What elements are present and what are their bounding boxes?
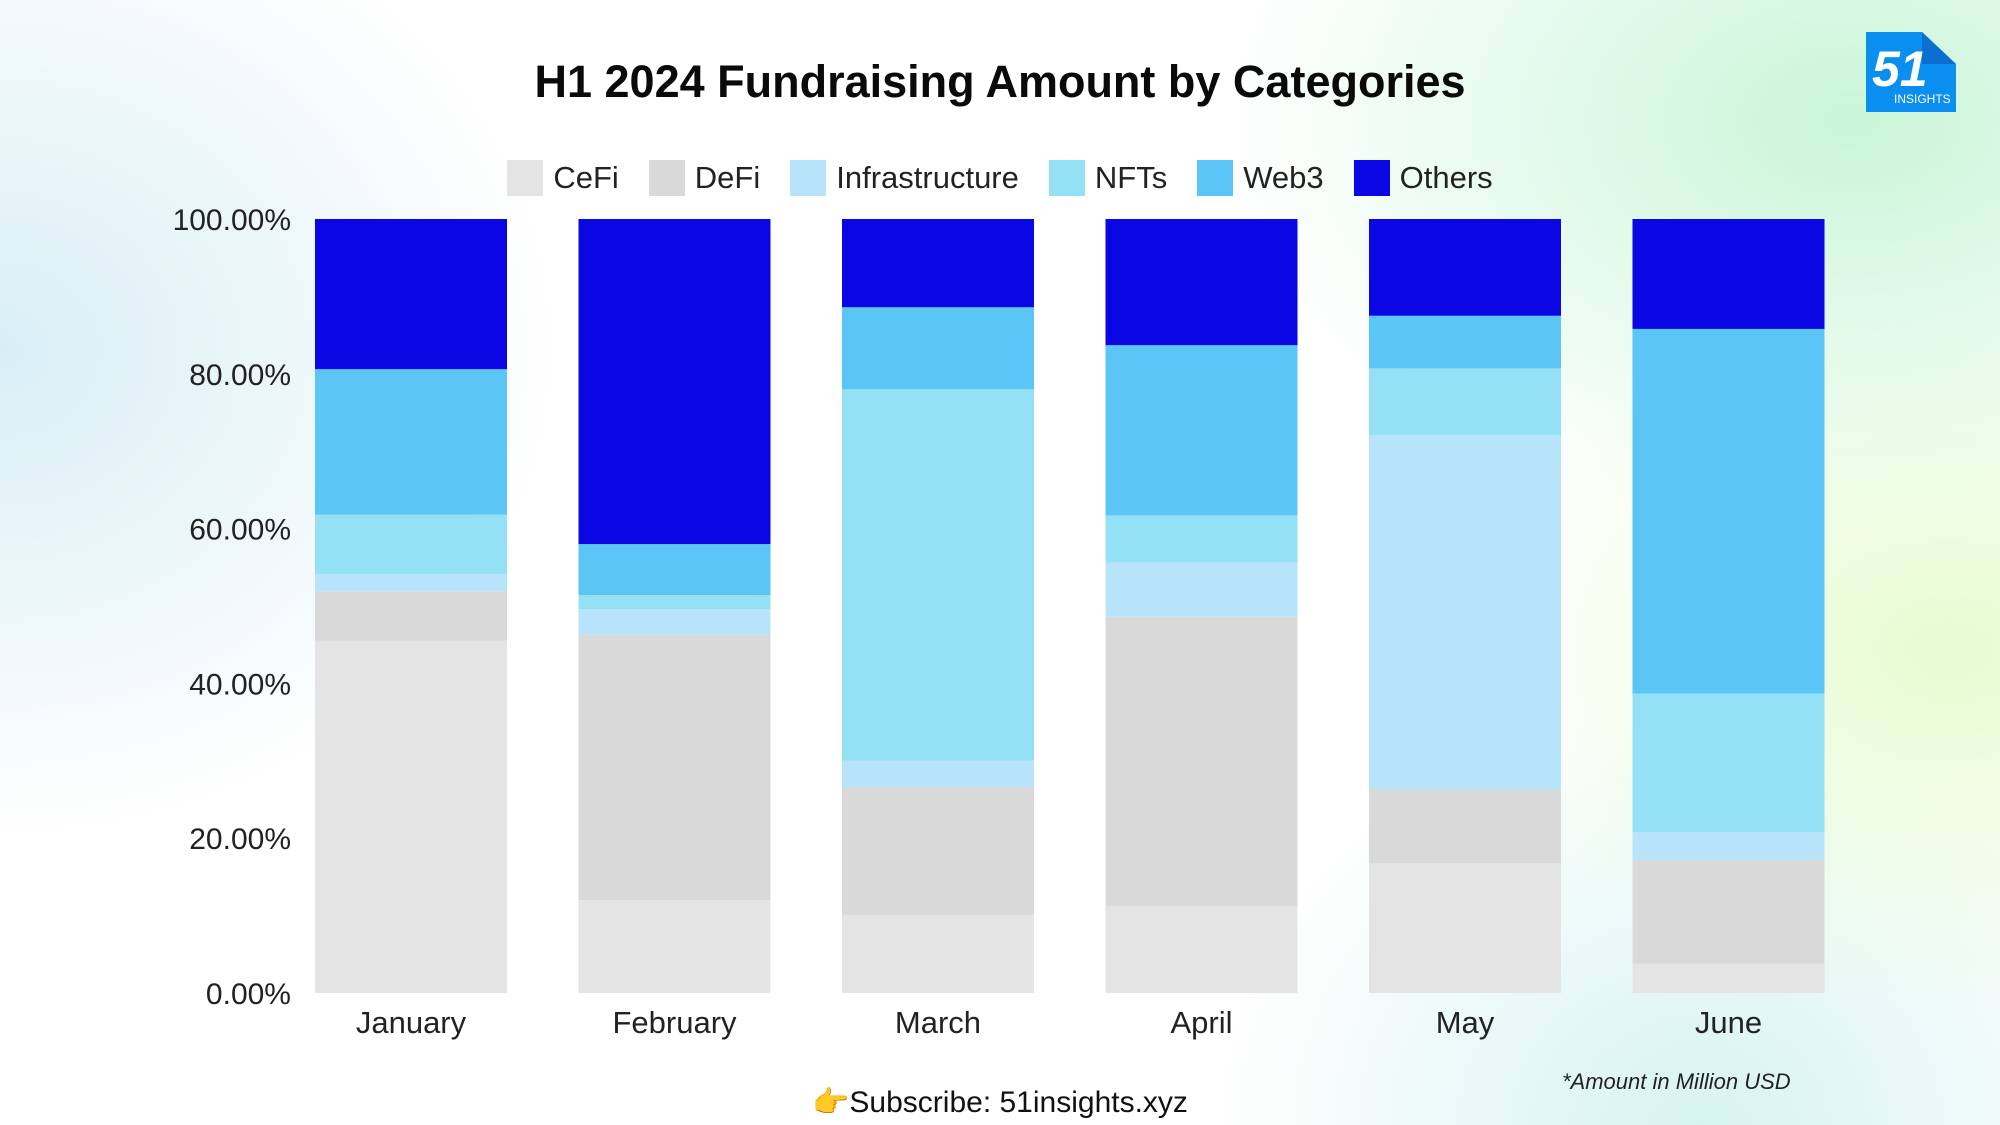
legend-swatch xyxy=(790,160,827,196)
bar-segment-april-defi xyxy=(1105,616,1298,907)
legend-item-others: Others xyxy=(1353,160,1493,196)
bar-segment-june-defi xyxy=(1632,859,1825,964)
legend-label: NFTs xyxy=(1094,160,1168,195)
bar-segment-february-others xyxy=(578,219,771,545)
bar-segment-march-web3 xyxy=(842,307,1034,390)
amount-note: *Amount in Million USD xyxy=(1562,1069,1791,1094)
x-tick-label: May xyxy=(1436,1005,1495,1040)
bar-segment-january-others xyxy=(315,219,507,370)
legend-item-cefi: CeFi xyxy=(507,160,619,196)
bar-segment-may-defi xyxy=(1369,789,1561,863)
x-tick-label: February xyxy=(612,1005,737,1040)
legend-label: DeFi xyxy=(694,160,761,195)
y-tick-label: 60.00% xyxy=(189,514,291,547)
bar-segment-february-web3 xyxy=(578,544,771,596)
bar-segment-april-others xyxy=(1105,219,1298,346)
subscribe-link[interactable]: Subscribe: 51insights.xyz xyxy=(849,1086,1188,1119)
bar-segment-february-nfts xyxy=(578,595,771,610)
51insights-logo-icon: 51 xyxy=(1866,32,1956,112)
bar-segment-april-web3 xyxy=(1105,345,1298,516)
legend-label: Others xyxy=(1399,160,1493,195)
bar-segment-april-cefi xyxy=(1105,906,1298,993)
bar-segment-march-nfts xyxy=(842,389,1034,761)
bar-segment-january-infrastructure xyxy=(315,574,507,592)
x-tick-label: June xyxy=(1695,1005,1762,1040)
y-tick-label: 40.00% xyxy=(189,668,291,701)
y-tick-label: 80.00% xyxy=(189,359,291,392)
bar-segment-may-cefi xyxy=(1369,862,1561,993)
subscribe-line: 👉Subscribe: 51insights.xyz xyxy=(0,1085,2000,1120)
bar-segment-may-infrastructure xyxy=(1369,434,1561,790)
logo-number: 51 xyxy=(1872,41,1928,97)
y-tick-label: 20.00% xyxy=(189,823,291,856)
x-tick-label: March xyxy=(895,1005,981,1040)
bar-segment-may-web3 xyxy=(1369,315,1561,369)
legend-label: Web3 xyxy=(1243,160,1324,195)
bar-segment-june-nfts xyxy=(1632,693,1825,833)
legend-swatch xyxy=(1353,160,1390,196)
bar-segment-may-others xyxy=(1369,219,1561,316)
legend-label: Infrastructure xyxy=(836,160,1019,195)
x-tick-label: April xyxy=(1170,1005,1232,1040)
bar-segment-february-defi xyxy=(578,634,771,901)
bar-segment-march-others xyxy=(842,219,1034,308)
chart-title: H1 2024 Fundraising Amount by Categories xyxy=(534,56,1466,107)
bar-segment-march-cefi xyxy=(842,914,1034,993)
bar-segment-april-infrastructure xyxy=(1105,562,1298,617)
bar-segment-january-cefi xyxy=(315,640,507,993)
legend-swatch xyxy=(1048,160,1085,196)
bar-segment-may-nfts xyxy=(1369,368,1561,435)
bar-segment-june-web3 xyxy=(1632,328,1825,694)
legend-swatch xyxy=(648,160,685,196)
legend-item-infrastructure: Infrastructure xyxy=(790,160,1019,196)
legend-item-nfts: NFTs xyxy=(1048,160,1168,196)
bar-segment-january-web3 xyxy=(315,369,507,515)
logo-shadow xyxy=(1922,32,1956,64)
bar-segment-april-nfts xyxy=(1105,515,1298,563)
legend-item-defi: DeFi xyxy=(648,160,761,196)
pointing-hand-icon: 👉 xyxy=(812,1086,850,1119)
legend-label: CeFi xyxy=(553,160,619,195)
bar-segment-february-infrastructure xyxy=(578,609,771,635)
bar-segment-january-defi xyxy=(315,591,507,641)
bar-segment-january-nfts xyxy=(315,514,507,575)
bar-segment-june-infrastructure xyxy=(1632,832,1825,860)
x-tick-label: January xyxy=(356,1005,467,1040)
legend-item-web3: Web3 xyxy=(1197,160,1324,196)
legend-swatch xyxy=(1197,160,1234,196)
y-tick-label: 0.00% xyxy=(206,978,291,1011)
bar-segment-june-cefi xyxy=(1632,963,1825,993)
bar-segment-march-infrastructure xyxy=(842,760,1034,788)
legend-swatch xyxy=(507,160,544,196)
bar-segment-march-defi xyxy=(842,787,1034,915)
logo-word: INSIGHTS xyxy=(1894,92,1951,106)
chart-legend: CeFi DeFi Infrastructure NFTs Web3 Others xyxy=(0,160,2000,196)
y-tick-label: 100.00% xyxy=(173,204,291,237)
bar-segment-february-cefi xyxy=(578,900,771,993)
bar-segment-june-others xyxy=(1632,219,1825,329)
